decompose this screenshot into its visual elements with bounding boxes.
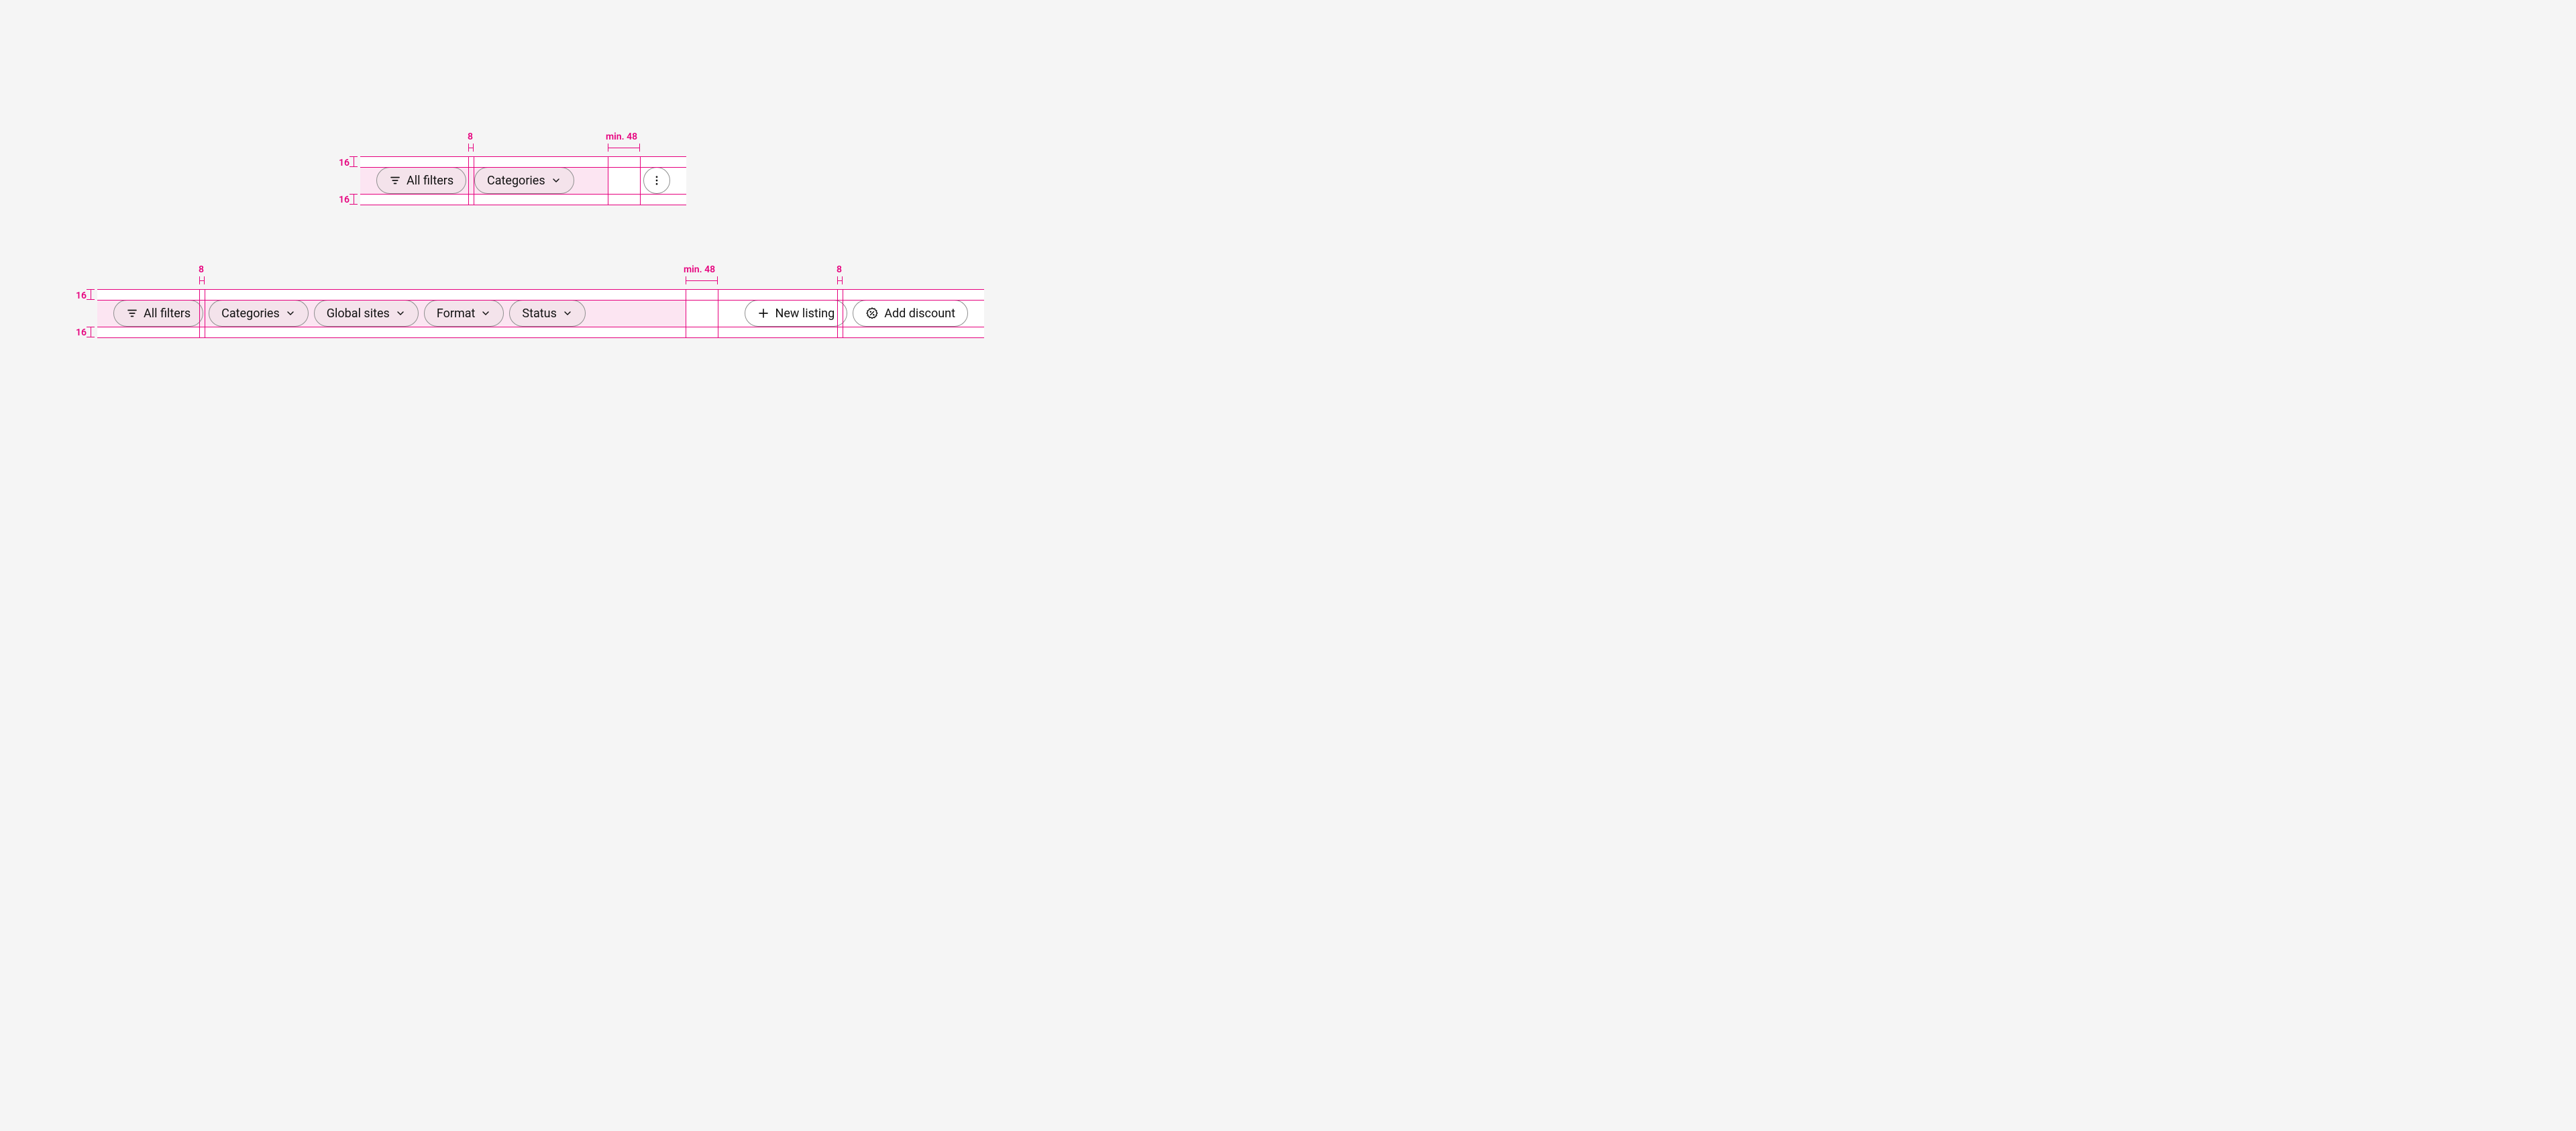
- spec-guide-line: [360, 167, 686, 168]
- toolbar-example-compact: All filters Categories: [360, 156, 686, 205]
- spec-gap-label: 8: [468, 131, 473, 142]
- all-filters-chip[interactable]: All filters: [376, 167, 466, 194]
- filter-chip-format[interactable]: Format: [424, 300, 504, 327]
- filter-chip-global-sites[interactable]: Global sites: [314, 300, 419, 327]
- filter-chip-group: All filters Categories Global sites Form…: [113, 300, 586, 327]
- add-discount-button[interactable]: Add discount: [853, 300, 968, 327]
- plus-icon: [757, 307, 769, 319]
- spec-guide-line: [97, 337, 984, 338]
- spec-guide-line: [199, 289, 200, 337]
- filter-chip-status[interactable]: Status: [509, 300, 585, 327]
- spec-guide-line: [97, 300, 984, 301]
- spec-guide-line: [360, 194, 686, 195]
- discount-badge-icon: [865, 307, 879, 320]
- spec-padding-label: 16: [339, 195, 350, 205]
- filter-chip-categories[interactable]: Categories: [474, 167, 574, 194]
- filter-icon: [389, 174, 401, 186]
- spec-bracket-horizontal: [199, 276, 205, 284]
- overflow-menu-button[interactable]: [643, 167, 670, 194]
- spec-bracket-horizontal: [837, 276, 843, 284]
- chevron-down-icon: [480, 308, 491, 319]
- spec-guide-line: [468, 156, 469, 205]
- filter-chip-label: Global sites: [327, 307, 390, 321]
- filter-icon: [126, 307, 138, 319]
- all-filters-label: All filters: [407, 174, 453, 188]
- spec-bracket-horizontal: [686, 276, 718, 284]
- spec-bracket-horizontal: [608, 144, 640, 152]
- spec-guide-line: [360, 156, 686, 157]
- chevron-down-icon: [285, 308, 296, 319]
- new-listing-button[interactable]: New listing: [745, 300, 847, 327]
- spec-guide-line: [837, 289, 838, 337]
- filter-chip-label: Format: [437, 307, 476, 321]
- spec-gap-label: 8: [837, 264, 842, 275]
- action-label: Add discount: [884, 307, 955, 321]
- spec-guide-line: [97, 289, 984, 290]
- spec-padding-label: 16: [339, 158, 350, 168]
- toolbar-example-full: All filters Categories Global sites Form…: [97, 289, 984, 337]
- chevron-down-icon: [562, 308, 573, 319]
- all-filters-chip[interactable]: All filters: [113, 300, 203, 327]
- action-chip-group: New listing Add discount: [745, 300, 968, 327]
- spec-padding-label: 16: [76, 327, 87, 338]
- filter-chip-label: Categories: [221, 307, 280, 321]
- spec-bracket-vertical: [87, 327, 95, 337]
- spec-bracket-horizontal: [468, 144, 474, 152]
- spec-guide-line: [640, 156, 641, 205]
- spec-bracket-vertical: [87, 289, 95, 300]
- spec-min-gap-label: min. 48: [606, 131, 637, 142]
- filter-chip-label: Status: [522, 307, 556, 321]
- spec-bracket-vertical: [350, 194, 358, 205]
- filter-chip-categories[interactable]: Categories: [209, 300, 309, 327]
- chevron-down-icon: [551, 175, 561, 186]
- chevron-down-icon: [395, 308, 406, 319]
- action-label: New listing: [775, 307, 835, 321]
- spec-bracket-vertical: [350, 156, 358, 167]
- spec-min-gap-label: min. 48: [684, 264, 715, 275]
- spec-padding-label: 16: [76, 290, 87, 301]
- more-vertical-icon: [651, 174, 663, 186]
- spec-gap-label: 8: [199, 264, 204, 275]
- all-filters-label: All filters: [144, 307, 191, 321]
- filter-chip-label: Categories: [487, 174, 545, 188]
